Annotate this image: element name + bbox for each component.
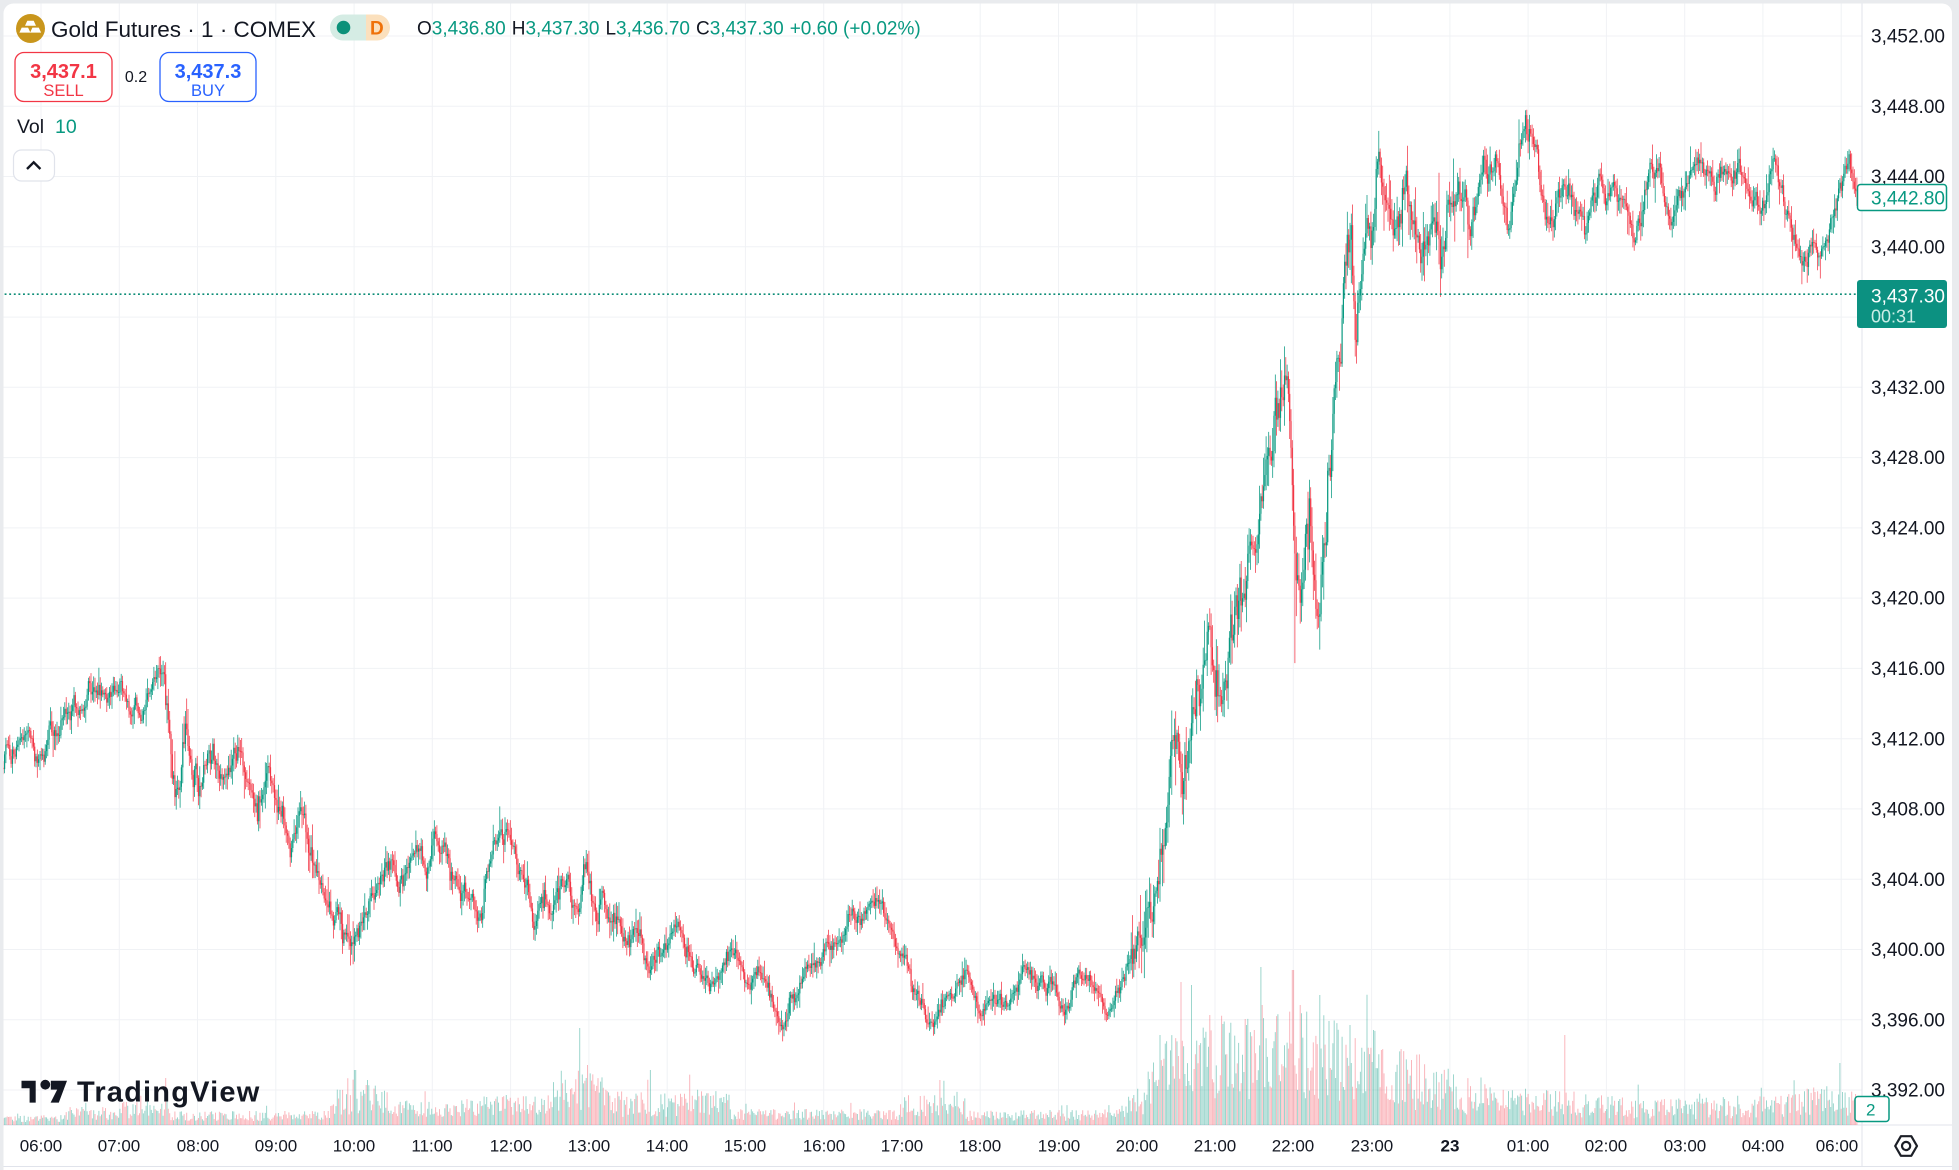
svg-text:22:00: 22:00 — [1272, 1137, 1315, 1156]
svg-text:3,448.00: 3,448.00 — [1871, 97, 1945, 118]
svg-text:0.2: 0.2 — [125, 69, 147, 86]
svg-text:02:00: 02:00 — [1585, 1137, 1628, 1156]
svg-text:3,428.00: 3,428.00 — [1871, 448, 1945, 469]
svg-text:20:00: 20:00 — [1116, 1137, 1159, 1156]
svg-text:3,442.80: 3,442.80 — [1871, 189, 1945, 210]
svg-text:06:00: 06:00 — [20, 1137, 63, 1156]
svg-text:3,404.00: 3,404.00 — [1871, 870, 1945, 891]
svg-text:10: 10 — [55, 116, 77, 138]
svg-text:Gold Futures · 1 · COMEX: Gold Futures · 1 · COMEX — [51, 17, 316, 42]
svg-text:3,444.00: 3,444.00 — [1871, 167, 1945, 188]
svg-text:23:00: 23:00 — [1351, 1137, 1394, 1156]
svg-text:09:00: 09:00 — [255, 1137, 298, 1156]
svg-text:23: 23 — [1441, 1137, 1460, 1156]
svg-text:01:00: 01:00 — [1507, 1137, 1550, 1156]
svg-text:19:00: 19:00 — [1038, 1137, 1081, 1156]
svg-text:3,400.00: 3,400.00 — [1871, 940, 1945, 961]
svg-text:3,408.00: 3,408.00 — [1871, 800, 1945, 821]
svg-text:10:00: 10:00 — [333, 1137, 376, 1156]
svg-text:18:00: 18:00 — [959, 1137, 1002, 1156]
svg-text:08:00: 08:00 — [177, 1137, 220, 1156]
svg-text:07:00: 07:00 — [98, 1137, 141, 1156]
svg-text:14:00: 14:00 — [646, 1137, 689, 1156]
svg-text:3,432.00: 3,432.00 — [1871, 378, 1945, 399]
svg-text:3,452.00: 3,452.00 — [1871, 27, 1945, 48]
svg-text:15:00: 15:00 — [724, 1137, 767, 1156]
svg-text:3,412.00: 3,412.00 — [1871, 729, 1945, 750]
svg-text:3,416.00: 3,416.00 — [1871, 659, 1945, 680]
svg-text:13:00: 13:00 — [568, 1137, 611, 1156]
svg-text:Vol: Vol — [17, 116, 44, 138]
svg-text:04:00: 04:00 — [1742, 1137, 1785, 1156]
svg-text:2: 2 — [1866, 1101, 1875, 1120]
svg-text:3,420.00: 3,420.00 — [1871, 589, 1945, 610]
svg-text:06:00: 06:00 — [1816, 1137, 1859, 1156]
svg-text:03:00: 03:00 — [1664, 1137, 1707, 1156]
svg-text:3,424.00: 3,424.00 — [1871, 519, 1945, 540]
svg-text:D: D — [370, 19, 384, 40]
svg-text:17:00: 17:00 — [881, 1137, 924, 1156]
svg-text:BUY: BUY — [191, 82, 225, 100]
svg-text:3,440.00: 3,440.00 — [1871, 237, 1945, 258]
svg-text:3,392.00: 3,392.00 — [1871, 1081, 1945, 1102]
svg-text:00:31: 00:31 — [1871, 307, 1916, 327]
svg-text:3,396.00: 3,396.00 — [1871, 1010, 1945, 1031]
svg-text:TradingView: TradingView — [77, 1077, 261, 1109]
svg-text:3,437.3: 3,437.3 — [175, 61, 242, 83]
svg-text:3,437.30: 3,437.30 — [1871, 287, 1945, 308]
svg-text:3,437.1: 3,437.1 — [30, 61, 97, 83]
svg-text:16:00: 16:00 — [803, 1137, 846, 1156]
svg-text:SELL: SELL — [43, 82, 83, 100]
svg-text:11:00: 11:00 — [411, 1137, 452, 1156]
svg-text:12:00: 12:00 — [490, 1137, 533, 1156]
svg-text:21:00: 21:00 — [1194, 1137, 1237, 1156]
